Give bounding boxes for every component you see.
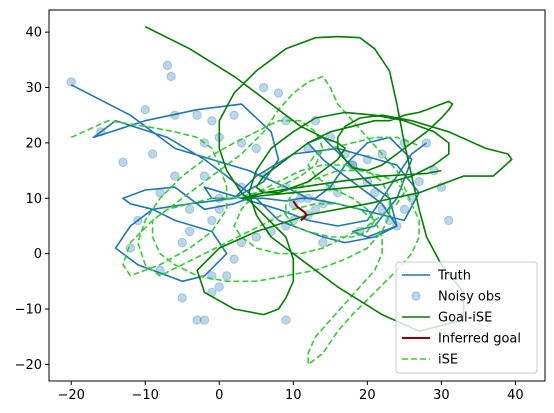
y-tick-label: −10 xyxy=(15,303,42,318)
legend-label-ise: iSE xyxy=(438,353,458,368)
axis-layer: −20 −10 0 10 20 30 40 −20 −10 0 10 20 30 40 xyxy=(15,26,524,403)
noisy-obs-point xyxy=(184,226,195,237)
y-tick-label: 40 xyxy=(25,26,42,41)
noisy-obs-point xyxy=(177,237,187,248)
noisy-obs-point xyxy=(414,176,424,187)
noisy-obs-point xyxy=(429,165,439,176)
x-tick-label: 40 xyxy=(507,388,524,403)
x-tick-label: 10 xyxy=(285,388,302,403)
legend-label-truth: Truth xyxy=(437,269,471,284)
noisy-obs-point xyxy=(166,71,176,82)
legend: Truth Noisy obs Goal-iSE Inferred goal iSE xyxy=(395,261,538,374)
goal-ise-line xyxy=(144,25,513,333)
plot-frame xyxy=(48,9,546,382)
noisy-obs-point xyxy=(318,237,328,248)
noisy-obs-point xyxy=(281,315,291,325)
x-tick-label: −20 xyxy=(57,388,84,403)
noisy-obs-point xyxy=(192,315,202,325)
noisy-obs-point xyxy=(229,254,239,264)
truth-line xyxy=(70,84,428,283)
noisy-obs-point xyxy=(258,82,269,93)
inferred-goal-line xyxy=(292,200,308,222)
noisy-obs-point xyxy=(444,215,454,226)
y-tick-label: 10 xyxy=(25,192,42,207)
noisy-obs-point xyxy=(118,157,128,167)
noisy-obs-point xyxy=(273,88,284,98)
y-tick-label: 20 xyxy=(25,136,42,151)
noisy-obs-point xyxy=(221,271,232,281)
noisy-obs-point xyxy=(399,204,410,215)
legend-label-noisy-obs: Noisy obs xyxy=(438,290,501,305)
noisy-obs-point xyxy=(251,143,261,154)
noisy-obs-point xyxy=(214,282,224,292)
series-layer xyxy=(66,25,513,366)
noisy-obs-point xyxy=(140,104,150,115)
noisy-obs-point xyxy=(229,110,239,120)
legend-swatch-noisy-obs xyxy=(411,291,421,301)
x-tick-label: 30 xyxy=(433,388,450,403)
legend-box xyxy=(395,261,538,374)
legend-label-inferred-goal: Inferred goal xyxy=(438,332,521,347)
x-tick-label: 0 xyxy=(215,388,223,403)
noisy-obs-point xyxy=(207,116,217,126)
y-tick-label: −20 xyxy=(15,358,42,373)
y-tick-label: 30 xyxy=(25,81,42,96)
noisy-obs-point xyxy=(199,315,210,325)
noisy-obs-point xyxy=(251,232,261,242)
legend-label-goal-ise: Goal-iSE xyxy=(438,311,492,326)
noisy-obs-point xyxy=(184,204,195,215)
noisy-obs-point xyxy=(66,77,76,87)
noisy-obs-point xyxy=(147,149,158,159)
noisy-obs-point xyxy=(207,215,217,226)
x-tick-label: 20 xyxy=(359,388,376,403)
noisy-obs-point xyxy=(177,293,187,303)
x-tick-label: −10 xyxy=(132,388,159,403)
y-tick-label: 0 xyxy=(34,247,42,262)
noisy-obs-point xyxy=(370,188,380,198)
noisy-obs-point xyxy=(162,60,173,71)
noisy-obs-point xyxy=(199,171,210,181)
ise-line xyxy=(70,75,420,366)
noisy-obs-point xyxy=(170,171,180,181)
legend-items: Truth Noisy obs Goal-iSE Inferred goal iSE xyxy=(402,269,521,368)
noisy-obs-point xyxy=(192,110,202,120)
noisy-obs-point xyxy=(155,188,165,198)
